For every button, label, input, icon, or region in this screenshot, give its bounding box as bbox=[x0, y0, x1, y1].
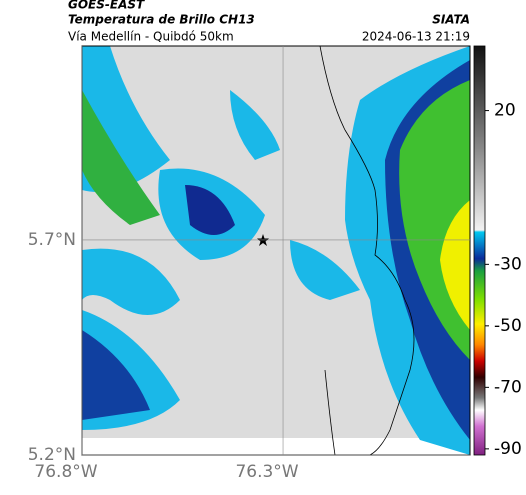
lat-tick-label: 5.7°N bbox=[28, 230, 76, 250]
lon-tick-label: 76.8°W bbox=[34, 462, 97, 482]
product: GOES-EAST bbox=[68, 0, 145, 12]
colorbar-tick-label: -30 bbox=[494, 254, 522, 274]
subtitle: Vía Medellín - Quibdó 50km bbox=[68, 30, 234, 44]
source: SIATA bbox=[432, 13, 470, 27]
colorbar-tick-label: 20 bbox=[494, 101, 516, 121]
colorbar bbox=[473, 45, 486, 456]
title: Temperatura de Brillo CH13 bbox=[68, 13, 255, 27]
colorbar-tick-label: -50 bbox=[494, 316, 522, 336]
colorbar-tick-label: -70 bbox=[494, 377, 522, 397]
lon-tick-label: 76.3°W bbox=[235, 462, 298, 482]
colorbar-tick-label: -90 bbox=[494, 439, 522, 459]
lat-tick-label: 5.2°N bbox=[28, 445, 76, 465]
imagery bbox=[82, 46, 470, 455]
datetime: 2024-06-13 21:19 bbox=[362, 30, 470, 44]
